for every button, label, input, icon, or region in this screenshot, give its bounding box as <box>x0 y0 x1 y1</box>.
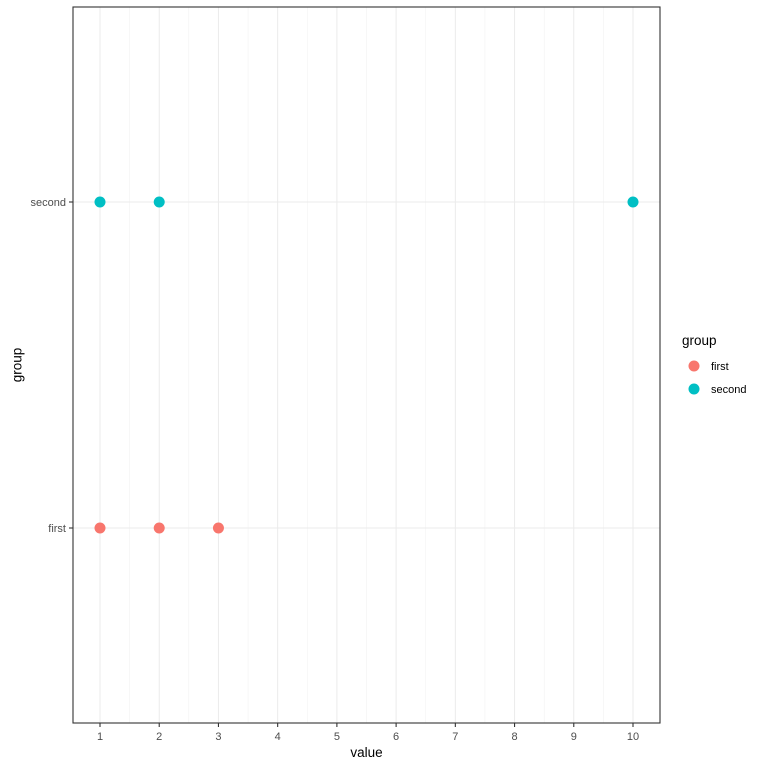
legend-title: group <box>682 333 717 348</box>
x-tick-label: 9 <box>571 731 577 743</box>
data-point-second <box>153 196 165 208</box>
x-tick-label: 1 <box>97 731 103 743</box>
major-gridlines <box>73 7 660 723</box>
legend: group first second <box>682 333 746 396</box>
y-axis: first second <box>31 197 73 535</box>
x-tick-label: 5 <box>334 731 340 743</box>
data-point-first <box>212 522 224 534</box>
data-point-second <box>94 196 106 208</box>
x-tick-label: 6 <box>393 731 399 743</box>
y-tick-label: second <box>31 197 66 209</box>
legend-label-first: first <box>711 361 729 373</box>
y-tick-label: first <box>48 523 66 535</box>
x-axis-title: value <box>350 745 382 760</box>
legend-label-second: second <box>711 384 746 396</box>
x-tick-label: 10 <box>627 731 639 743</box>
data-point-second <box>627 196 639 208</box>
y-axis-title: group <box>10 348 25 383</box>
panel-border <box>72 6 661 724</box>
data-point-first <box>94 522 106 534</box>
x-tick-label: 2 <box>156 731 162 743</box>
x-tick-label: 3 <box>215 731 221 743</box>
legend-key-first <box>688 360 700 372</box>
minor-gridlines <box>129 7 604 723</box>
data-points <box>94 196 639 534</box>
x-axis: 1 2 3 4 5 6 7 8 9 10 <box>97 723 639 743</box>
x-tick-label: 8 <box>511 731 517 743</box>
x-tick-label: 7 <box>452 731 458 743</box>
legend-key-second <box>688 383 700 395</box>
data-point-first <box>153 522 165 534</box>
x-tick-label: 4 <box>275 731 281 743</box>
